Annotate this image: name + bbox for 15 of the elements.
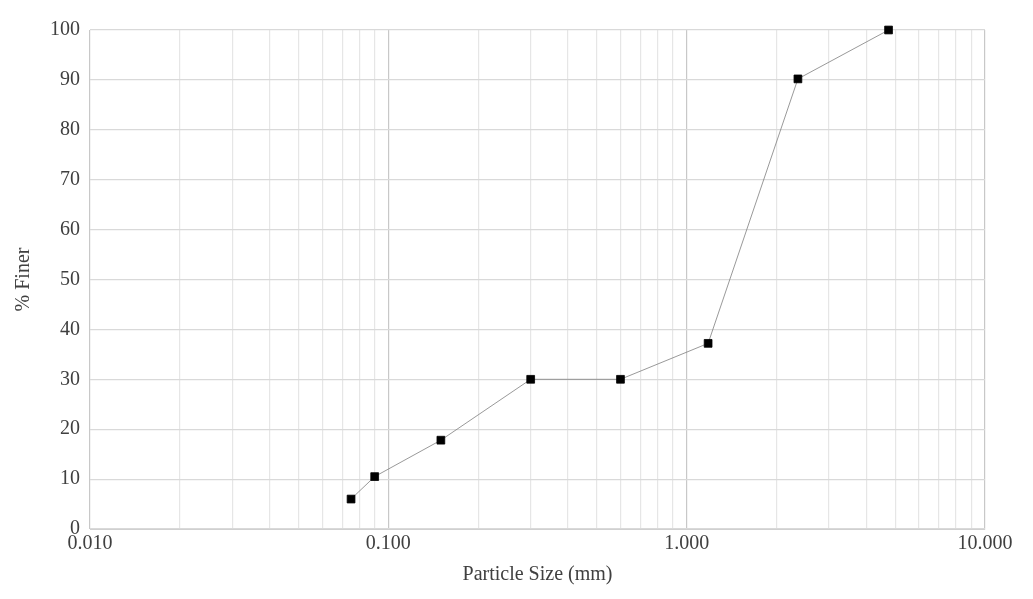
y-tick-label: 50 bbox=[60, 266, 80, 289]
y-tick-label: 60 bbox=[60, 216, 80, 239]
y-tick-label: 20 bbox=[60, 416, 80, 439]
y-tick-label: 80 bbox=[60, 117, 80, 140]
y-tick-label: 30 bbox=[60, 366, 80, 389]
y-tick-label: 100 bbox=[50, 17, 80, 40]
y-tick-label: 90 bbox=[60, 67, 80, 90]
x-tick-label: 0.100 bbox=[365, 531, 411, 554]
y-tick-label: 10 bbox=[60, 466, 80, 489]
x-tick-label: 1.000 bbox=[664, 531, 710, 554]
x-axis-title: Particle Size (mm) bbox=[462, 562, 613, 586]
y-tick-label: 70 bbox=[60, 166, 80, 189]
y-axis-title: % Finer bbox=[11, 247, 34, 312]
y-tick-label: 40 bbox=[60, 316, 80, 339]
x-tick-label: 10.000 bbox=[957, 531, 1013, 554]
